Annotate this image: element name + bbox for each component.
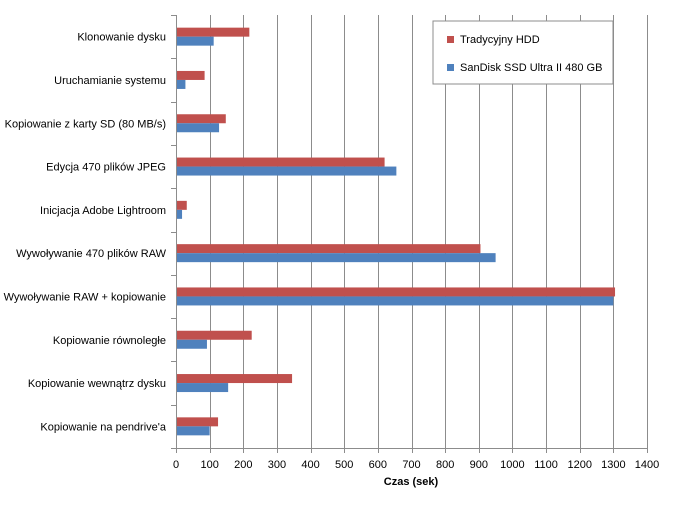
legend-swatch-hdd — [447, 36, 454, 43]
x-axis-title: Czas (sek) — [384, 476, 439, 488]
bar-ssd — [177, 339, 207, 349]
bar-ssd — [177, 123, 220, 133]
x-tick-label: 600 — [369, 459, 387, 471]
x-tick-label: 0 — [173, 459, 179, 471]
bar-hdd — [177, 330, 252, 340]
bar-ssd — [177, 209, 183, 219]
bar-hdd — [177, 287, 616, 297]
category-labels: Klonowanie dysku Uruchamianie systemu Kopi… — [4, 32, 167, 434]
bar-ssd — [177, 426, 210, 436]
gridlines — [210, 15, 648, 448]
category-label: Uruchamianie systemu — [54, 75, 166, 87]
bar-ssd — [177, 383, 229, 393]
bar-hdd — [177, 114, 226, 124]
x-tick-label: 1100 — [534, 459, 558, 471]
bar-ssd — [177, 253, 496, 263]
category-label: Inicjacja Adobe Lightroom — [40, 205, 166, 217]
x-tick-label: 200 — [234, 459, 252, 471]
category-label: Kopiowanie równoległe — [53, 335, 166, 347]
bar-hdd — [177, 70, 205, 80]
bar-ssd — [177, 79, 186, 89]
x-tick-label: 1200 — [567, 459, 591, 471]
bar-hdd — [177, 417, 219, 427]
category-label: Wywoływanie 470 plików RAW — [16, 248, 166, 260]
bar-hdd — [177, 27, 250, 37]
bar-hdd — [177, 200, 187, 210]
legend: Tradycyjny HDD SanDisk SSD Ultra II 480 … — [432, 20, 614, 85]
x-tick-label: 1400 — [635, 459, 659, 471]
x-tick-label: 900 — [470, 459, 488, 471]
category-label: Edycja 470 plików JPEG — [46, 162, 166, 174]
legend-label-ssd: SanDisk SSD Ultra II 480 GB — [460, 62, 602, 74]
axes — [171, 15, 648, 453]
bar-hdd — [177, 244, 481, 254]
x-tick-label: 1000 — [500, 459, 524, 471]
tick-labels: 0 100 200 300 400 500 600 700 800 900 1000 1100 1200… — [173, 459, 659, 471]
category-label: Wywoływanie RAW + kopiowanie — [4, 291, 166, 303]
x-tick-label: 800 — [436, 459, 454, 471]
category-label: Kopiowanie wewnątrz dysku — [28, 378, 166, 390]
bar-ssd — [177, 296, 614, 306]
legend-swatch-ssd — [447, 64, 454, 71]
category-label: Kopiowanie z karty SD (80 MB/s) — [5, 118, 166, 130]
bars — [177, 27, 616, 436]
category-label: Kopiowanie na pendrive'a — [40, 421, 167, 433]
x-tick-label: 700 — [402, 459, 420, 471]
bar-ssd — [177, 36, 214, 46]
x-tick-label: 500 — [335, 459, 353, 471]
x-tick-label: 300 — [268, 459, 286, 471]
x-tick-label: 1300 — [601, 459, 625, 471]
x-tick-label: 400 — [301, 459, 319, 471]
x-tick-label: 100 — [200, 459, 218, 471]
bar-hdd — [177, 374, 293, 384]
category-label: Klonowanie dysku — [77, 32, 166, 44]
bar-hdd — [177, 157, 385, 167]
legend-box — [432, 20, 614, 85]
legend-label-hdd: Tradycyjny HDD — [460, 34, 540, 46]
bar-ssd — [177, 166, 397, 176]
